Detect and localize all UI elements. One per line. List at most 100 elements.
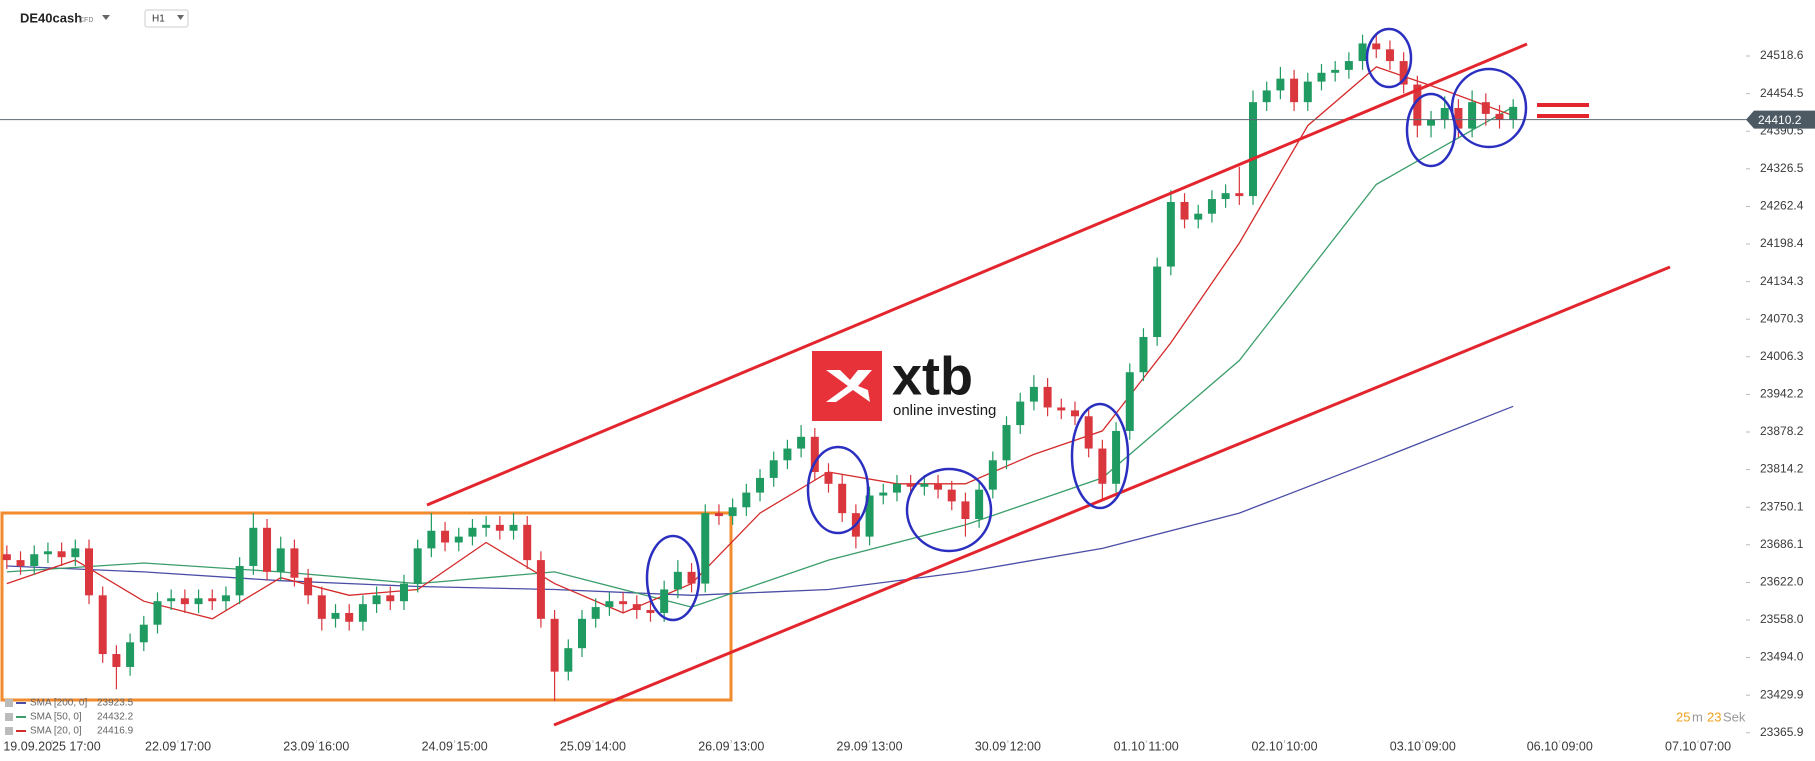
candle-body: [1153, 266, 1162, 338]
logo-icon: [826, 370, 872, 402]
y-tick-label: 23814.2: [1760, 462, 1804, 476]
dropdown-arrow[interactable]: [102, 15, 110, 20]
x-tick-label: 22.09 17:00: [145, 739, 211, 753]
candle: [126, 633, 135, 676]
candle: [1221, 184, 1230, 208]
candle-body: [345, 612, 354, 622]
candle-body: [961, 501, 970, 520]
candle-body: [1344, 61, 1353, 70]
candle: [454, 527, 463, 552]
candle-body: [317, 595, 326, 619]
timeframe-select[interactable]: [144, 9, 189, 28]
candle-body: [235, 565, 244, 596]
dropdown-arrow[interactable]: [177, 15, 184, 20]
candle: [43, 542, 52, 564]
candle-body: [1043, 386, 1052, 408]
candle-body: [1331, 69, 1340, 73]
candle: [687, 563, 696, 593]
x-tick-label: 29.09 13:00: [837, 739, 903, 753]
y-tick-label: 24198.4: [1760, 236, 1804, 250]
y-tick-label: 23558.0: [1760, 612, 1804, 626]
candle: [742, 483, 751, 517]
logo-tagline: online investing: [893, 402, 996, 419]
candle-body: [619, 601, 628, 605]
candle: [98, 586, 107, 663]
candle: [276, 536, 285, 581]
candle-body: [975, 489, 984, 520]
candle: [934, 474, 943, 499]
candle-body: [126, 642, 135, 667]
candle: [783, 439, 792, 470]
plot: [0, 34, 1752, 702]
candle: [427, 513, 436, 558]
candle: [810, 428, 819, 481]
x-tick-label: 02.10 10:00: [1251, 739, 1317, 753]
candle: [646, 601, 655, 622]
y-tick-label: 23365.9: [1760, 725, 1804, 739]
candle-body: [30, 554, 39, 566]
candle-body: [660, 589, 669, 613]
candle: [1331, 61, 1340, 82]
candle-body: [536, 560, 545, 619]
highlight-ellipse: [806, 445, 870, 535]
candle-body: [1249, 102, 1258, 197]
candle: [1413, 75, 1422, 138]
candle: [947, 480, 956, 511]
logo-brand: xtb: [892, 346, 973, 406]
candle: [71, 539, 80, 566]
candle: [30, 545, 39, 575]
legend-icon: [5, 713, 13, 721]
candle-body: [769, 460, 778, 478]
annotations: [0, 511, 733, 702]
candle-body: [1509, 106, 1518, 120]
y-tick-label: 24070.3: [1760, 311, 1804, 325]
candle: [386, 586, 395, 611]
candle: [838, 474, 847, 522]
candle-body: [701, 513, 710, 584]
candle: [1481, 93, 1490, 126]
candle: [167, 589, 176, 611]
candle-body: [386, 595, 395, 602]
candle: [523, 516, 532, 569]
candle: [865, 486, 874, 546]
candle-body: [605, 601, 614, 608]
candle: [1098, 439, 1107, 502]
candle: [208, 589, 217, 611]
candle: [153, 592, 162, 634]
candle: [1262, 81, 1271, 111]
candle-body: [454, 536, 463, 543]
candle: [1043, 378, 1052, 417]
candle: [879, 483, 888, 505]
candle-body: [495, 524, 504, 531]
highlight-ellipse: [1405, 92, 1457, 168]
candle: [824, 463, 833, 493]
candle-body: [304, 577, 313, 596]
y-tick-label: 24262.4: [1760, 199, 1804, 213]
candle-body: [1029, 386, 1038, 402]
x-tick-label: 24.09 15:00: [422, 739, 488, 753]
instrument-type: CFD: [79, 17, 93, 24]
candle: [57, 542, 66, 566]
candle-body: [1481, 102, 1490, 114]
candle: [797, 425, 806, 458]
candle-body: [865, 495, 874, 537]
last-price-label: 24410.2: [1758, 113, 1802, 127]
candle: [1002, 416, 1011, 470]
candle: [112, 645, 121, 690]
candle: [2, 545, 11, 569]
candle: [372, 586, 381, 613]
highlight-ellipse: [1070, 402, 1130, 510]
candle-body: [578, 618, 586, 649]
candle: [1180, 193, 1189, 229]
candle: [1372, 34, 1381, 59]
candle-body: [509, 524, 518, 531]
x-tick-label: 26.09 13:00: [698, 739, 764, 753]
candle: [1166, 190, 1175, 276]
countdown-seconds: 23: [1707, 709, 1721, 724]
candle-body: [1290, 78, 1299, 103]
candle-body: [1385, 49, 1394, 62]
candle-body: [413, 548, 422, 584]
candle: [1358, 34, 1367, 70]
x-tick-label: 19.09.2025 17:00: [3, 739, 100, 753]
candle-body: [934, 483, 943, 490]
